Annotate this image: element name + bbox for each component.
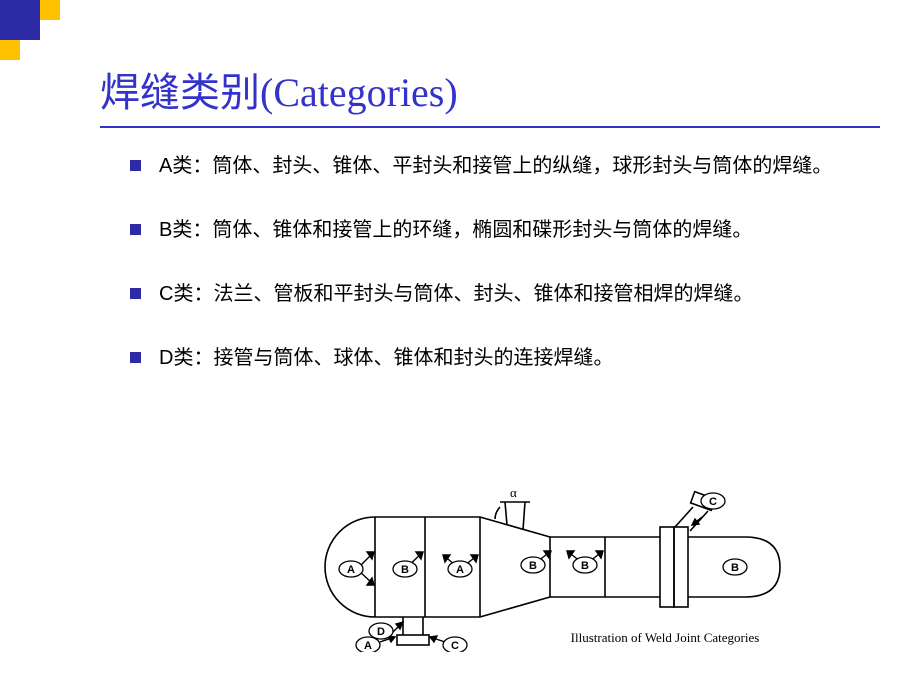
item-text: A类：筒体、封头、锥体、平封头和接管上的纵缝，球形封头与筒体的焊缝。 <box>159 150 860 182</box>
item-text: C类：法兰、管板和平封头与筒体、封头、锥体和接管相焊的焊缝。 <box>159 278 860 310</box>
content-list: A类：筒体、封头、锥体、平封头和接管上的纵缝，球形封头与筒体的焊缝。 B类：筒体… <box>130 150 860 406</box>
svg-text:C: C <box>709 496 717 508</box>
list-item: C类：法兰、管板和平封头与筒体、封头、锥体和接管相焊的焊缝。 <box>130 278 860 310</box>
svg-text:B: B <box>401 564 409 576</box>
svg-text:A: A <box>347 564 355 576</box>
bullet-icon <box>130 160 141 171</box>
weld-categories-diagram: A A B B B B D A C C α Illustration of We… <box>295 477 795 652</box>
list-item: D类：接管与筒体、球体、锥体和封头的连接焊缝。 <box>130 342 860 374</box>
svg-text:C: C <box>451 640 459 652</box>
alpha-label: α <box>510 485 517 500</box>
bullet-icon <box>130 288 141 299</box>
bullet-icon <box>130 224 141 235</box>
bullet-icon <box>130 352 141 363</box>
arrows <box>357 517 702 642</box>
item-text: D类：接管与筒体、球体、锥体和封头的连接焊缝。 <box>159 342 860 374</box>
item-text: B类：筒体、锥体和接管上的环缝，椭圆和碟形封头与筒体的焊缝。 <box>159 214 860 246</box>
title-cn: 焊缝类别 <box>100 70 260 115</box>
svg-text:B: B <box>731 562 739 574</box>
svg-text:A: A <box>364 640 372 652</box>
corner-decoration <box>0 0 60 60</box>
diagram-caption: Illustration of Weld Joint Categories <box>571 630 760 645</box>
corner-square-medium <box>40 0 60 20</box>
svg-text:D: D <box>377 626 385 638</box>
title-en: (Categories) <box>260 70 458 115</box>
corner-square-large <box>0 0 40 40</box>
svg-text:A: A <box>456 564 464 576</box>
svg-text:B: B <box>529 560 537 572</box>
page-title: 焊缝类别(Categories) <box>100 60 880 128</box>
svg-text:B: B <box>581 560 589 572</box>
corner-square-small <box>0 40 20 60</box>
list-item: A类：筒体、封头、锥体、平封头和接管上的纵缝，球形封头与筒体的焊缝。 <box>130 150 860 182</box>
list-item: B类：筒体、锥体和接管上的环缝，椭圆和碟形封头与筒体的焊缝。 <box>130 214 860 246</box>
title-container: 焊缝类别(Categories) <box>100 60 880 128</box>
